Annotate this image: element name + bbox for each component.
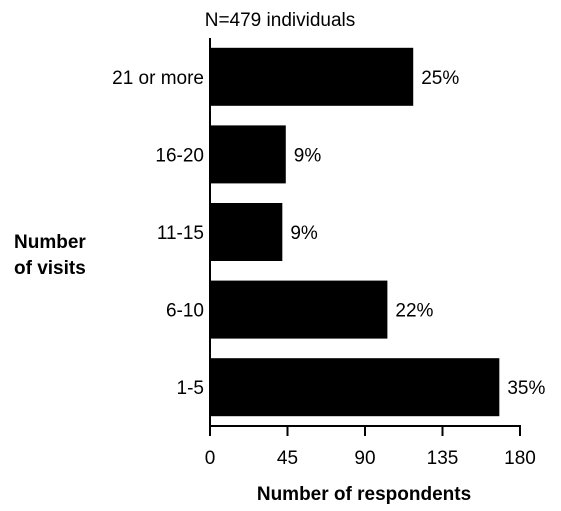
chart-title: N=479 individuals xyxy=(205,10,356,31)
data-label: 9% xyxy=(290,223,318,244)
category-label: 16-20 xyxy=(155,145,204,166)
axes-layer xyxy=(209,38,521,436)
x-axis-label: Number of respondents xyxy=(257,484,471,505)
bar-21-or-more xyxy=(210,47,414,106)
y-axis-label-line-2: of visits xyxy=(14,258,86,279)
bar-11-15 xyxy=(210,203,283,261)
labels-layer: 21 or more 25% 16-20 9% 11-15 9% 6-10 22% 1-5 35%… xyxy=(112,68,545,469)
category-label: 6-10 xyxy=(166,301,204,322)
category-label: 11-15 xyxy=(157,223,204,244)
data-label: 35% xyxy=(507,378,545,399)
data-label: 9% xyxy=(294,145,322,166)
x-tick-label: 135 xyxy=(427,448,459,469)
x-tick-label: 180 xyxy=(504,448,536,469)
data-label: 22% xyxy=(395,301,433,322)
x-tick-label: 0 xyxy=(205,448,216,469)
bar-16-20 xyxy=(210,125,286,184)
bar-1-5 xyxy=(210,358,500,417)
x-tick-label: 90 xyxy=(354,448,375,469)
bars-layer xyxy=(210,47,500,417)
y-axis-label-line-1: Number xyxy=(14,232,86,253)
category-label: 21 or more xyxy=(112,68,204,89)
bar-6-10 xyxy=(210,280,388,339)
data-label: 25% xyxy=(421,68,459,89)
category-label: 1-5 xyxy=(177,378,204,399)
x-tick-label: 45 xyxy=(277,448,298,469)
